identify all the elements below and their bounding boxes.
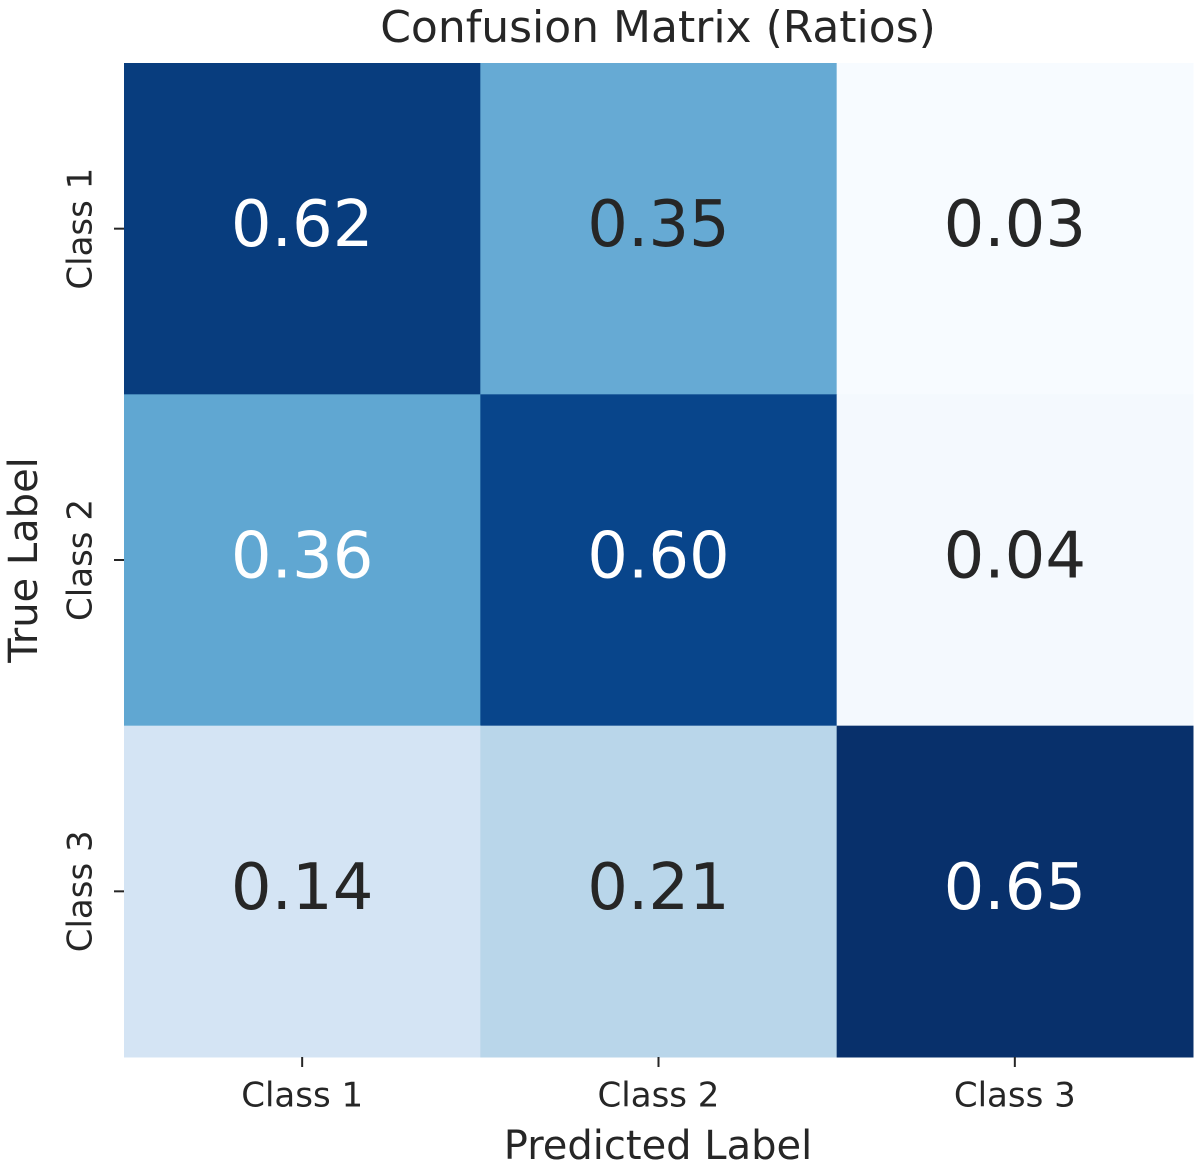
heatmap-cell: [480, 725, 838, 1058]
cell-label: 0.04: [944, 520, 1087, 594]
chart-title: Confusion Matrix (Ratios): [380, 2, 936, 53]
heatmap-cell: [836, 394, 1194, 727]
x-tick-label: Class 1: [241, 1076, 363, 1116]
y-tick-label: Class 1: [61, 168, 101, 290]
heatmap-cell: [480, 63, 838, 395]
heatmap-cell: [124, 725, 481, 1058]
x-axis-label: Predicted Label: [504, 1123, 812, 1169]
cell-label: 0.60: [587, 520, 730, 594]
heatmap-cell: [124, 63, 481, 395]
cell-label: 0.36: [231, 520, 374, 594]
x-tick-label: Class 2: [598, 1076, 720, 1116]
cell-label: 0.35: [587, 188, 730, 262]
y-tick-label: Class 2: [61, 499, 101, 621]
cell-label: 0.21: [587, 851, 730, 925]
cell-label: 0.14: [231, 851, 374, 925]
heatmap-cell: [836, 63, 1194, 395]
heatmap-cell: [836, 725, 1194, 1058]
cell-label: 0.65: [944, 851, 1087, 925]
heatmap-cell: [124, 394, 481, 727]
y-axis-label: True Label: [1, 457, 47, 664]
y-tick-label: Class 3: [61, 830, 101, 952]
x-tick-label: Class 3: [954, 1076, 1076, 1116]
heatmap-cell: [480, 394, 838, 727]
cell-label: 0.03: [944, 188, 1087, 262]
cell-label: 0.62: [231, 188, 374, 262]
